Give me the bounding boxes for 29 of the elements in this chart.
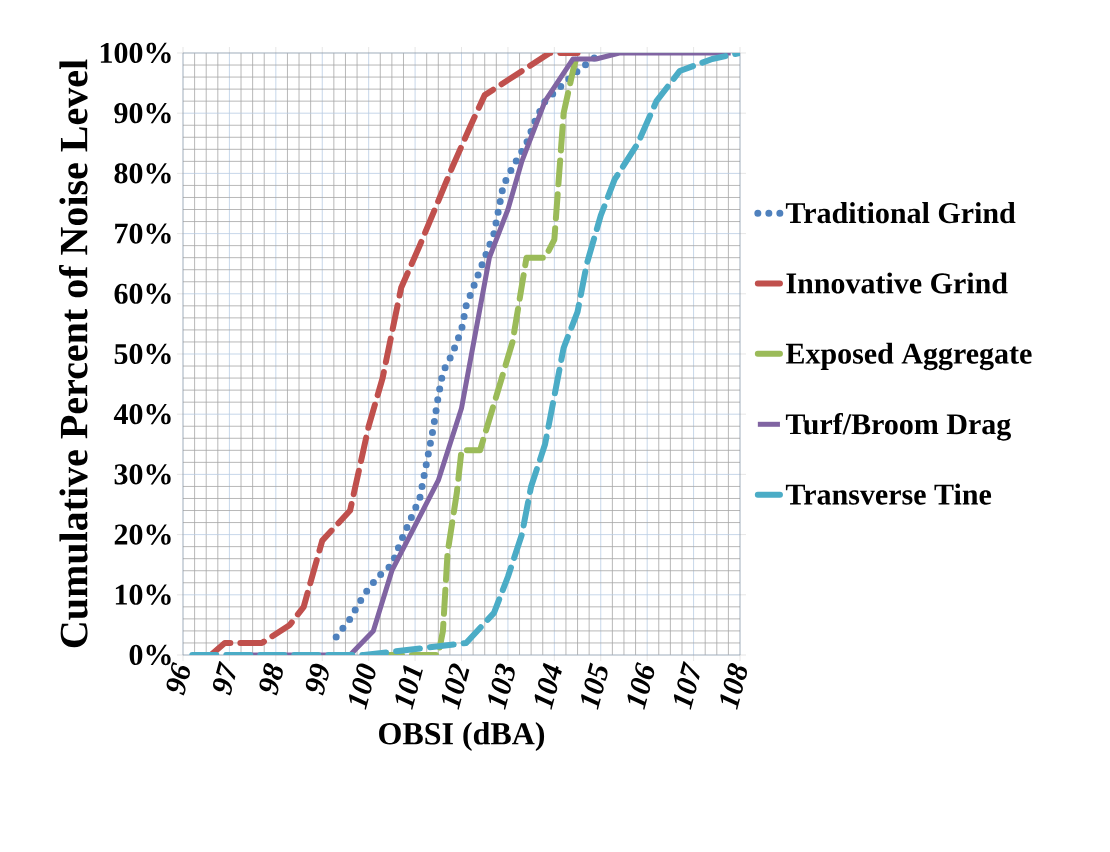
legend-label: Exposed Aggregate [785, 342, 1032, 371]
legend-label: Traditional Grind [785, 202, 1016, 224]
x-tick-label: 101 [395, 665, 423, 710]
x-tick-label: 107 [673, 660, 700, 710]
y-axis-title: Cumulative Percent of Noise Level [58, 59, 88, 648]
y-tick-label: 40% [113, 404, 171, 425]
x-tick-label: 108 [720, 663, 748, 710]
x-tick-label: 102 [441, 663, 470, 710]
x-tick-label: 106 [627, 661, 655, 710]
x-tick-label: 99 [305, 663, 329, 696]
y-tick-label: 10% [115, 584, 171, 605]
y-tick-label: 50% [114, 343, 171, 365]
x-tick-label: 98 [259, 663, 283, 696]
y-tick-label: 20% [114, 524, 171, 545]
legend-label: Innovative Grind [786, 272, 1008, 294]
x-tick-label: 103 [488, 663, 515, 710]
legend-label: Transverse Tine [785, 483, 992, 505]
x-axis-title: OBSI (dBA) [379, 722, 545, 752]
legend-label: Turf/Broom Drag [785, 412, 1011, 441]
x-tick-label: 97 [212, 660, 236, 696]
y-tick-label: 30% [114, 464, 171, 485]
x-tick-label: 100 [348, 663, 376, 710]
y-tick-label: 60% [114, 283, 171, 304]
y-tick-label: 70% [115, 223, 171, 244]
x-tick-label: 105 [581, 662, 608, 710]
y-tick-label: 80% [114, 163, 171, 184]
x-tick-label: 104 [534, 662, 562, 710]
y-tick-label: 90% [114, 103, 171, 124]
y-tick-label: 100% [100, 42, 171, 64]
